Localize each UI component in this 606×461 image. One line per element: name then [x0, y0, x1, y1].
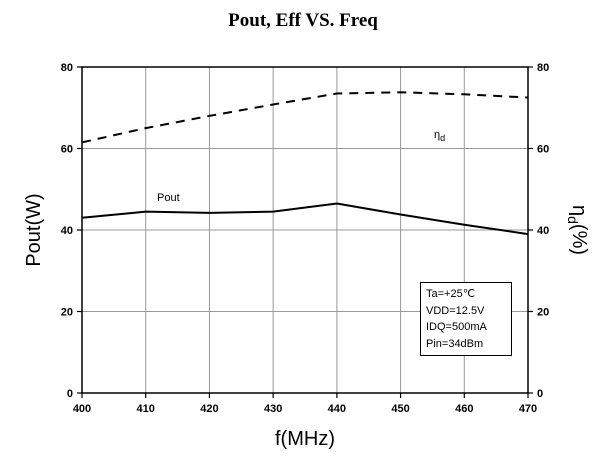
- condition-temperature: Ta=+25℃: [426, 288, 476, 300]
- x-tick-label: 420: [200, 403, 218, 415]
- x-tick-label: 470: [519, 403, 537, 415]
- y-left-tick-label: 0: [67, 388, 73, 400]
- y-left-tick-label: 40: [61, 225, 73, 237]
- series-line-pout: [81, 202, 529, 236]
- condition-pin: Pin=34dBm: [426, 337, 484, 350]
- x-tick-label: 400: [73, 403, 91, 415]
- x-tick-label: 460: [455, 403, 473, 415]
- series-label-pout: Pout: [157, 192, 180, 204]
- y-right-tick-label: 80: [537, 62, 549, 74]
- chart-title: Pout, Eff VS. Freq: [228, 10, 378, 31]
- y-right-tick-label: 40: [537, 225, 549, 237]
- y-left-tick-label: 80: [61, 62, 73, 74]
- y-axis-right-title: ηd(%): [565, 205, 590, 255]
- x-tick-label: 450: [391, 403, 409, 415]
- x-tick-label: 410: [137, 403, 155, 415]
- y-right-tick-label: 60: [537, 144, 549, 156]
- x-axis-title: f(MHz): [275, 428, 335, 450]
- y-left-tick-label: 20: [61, 307, 73, 319]
- series-line-efficiency: [81, 91, 529, 144]
- y-left-tick-label: 60: [61, 144, 73, 156]
- test-conditions-box: Ta=+25℃ VDD=12.5V IDQ=500mA Pin=34dBm: [420, 282, 512, 356]
- y-axis-left-title: Pout(W): [23, 193, 45, 266]
- condition-idq: IDQ=500mA: [426, 321, 487, 333]
- x-tick-label: 430: [264, 403, 282, 415]
- condition-vdd: VDD=12.5V: [426, 304, 485, 317]
- series-label-eff: ηd: [434, 129, 445, 143]
- series-lines: [81, 91, 529, 236]
- y-right-tick-label: 0: [537, 388, 543, 400]
- x-tick-label: 440: [328, 403, 346, 415]
- y-right-tick-label: 20: [537, 307, 549, 319]
